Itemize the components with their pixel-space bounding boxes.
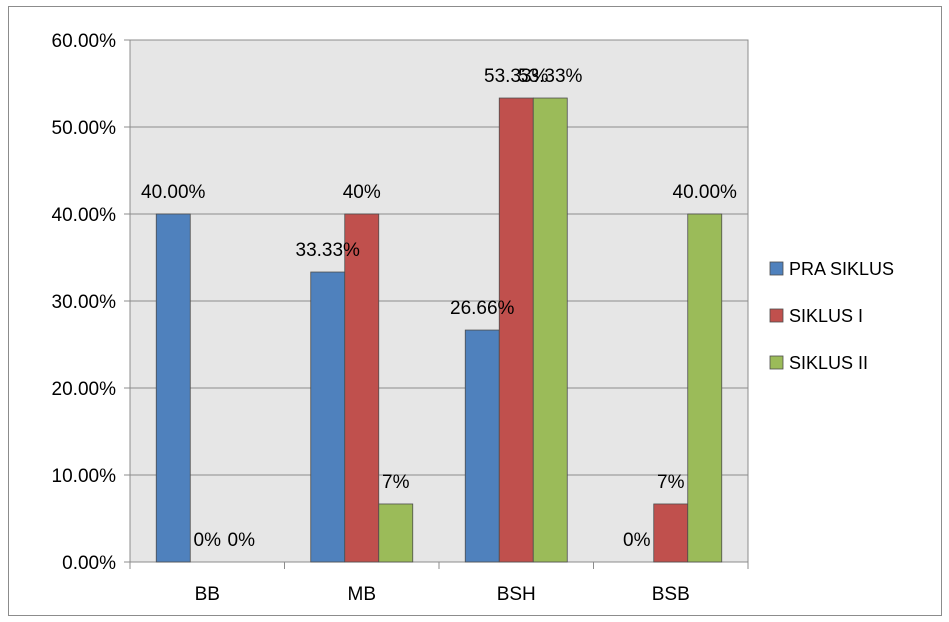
bar — [532, 97, 568, 563]
data-label: 40.00% — [673, 182, 738, 203]
bar — [155, 213, 191, 563]
bar — [464, 329, 500, 563]
data-label: 7% — [657, 472, 685, 493]
data-label: 7% — [382, 472, 410, 493]
data-label: 53.33% — [518, 66, 583, 87]
x-axis: BB MB BSH BSB — [129, 561, 749, 605]
y-tick-label: 0.00% — [62, 553, 116, 574]
bar — [378, 503, 414, 563]
y-axis: 0.00% 10.00% 20.00% 30.00% 40.00% 50.00% 60.00… — [52, 31, 131, 574]
data-label: 0% — [194, 530, 222, 551]
data-label: 26.66% — [450, 298, 515, 319]
bar — [498, 97, 534, 563]
legend-entry: SIKLUS II — [789, 353, 868, 373]
legend-swatch — [769, 308, 784, 323]
data-label: 40.00% — [141, 182, 206, 203]
data-label: 0% — [228, 530, 256, 551]
bar — [653, 503, 689, 563]
legend-swatch — [769, 355, 784, 370]
bar — [310, 271, 346, 563]
legend-swatch — [769, 261, 784, 276]
data-label: 40% — [343, 182, 381, 203]
x-category-label: BSB — [652, 584, 690, 605]
x-category-label: MB — [348, 584, 377, 605]
legend-entry: PRA SIKLUS — [789, 259, 894, 279]
legend: PRA SIKLUS SIKLUS I SIKLUS II — [769, 259, 894, 373]
bar — [344, 213, 380, 563]
x-category-label: BB — [195, 584, 220, 605]
data-label: 0% — [623, 530, 651, 551]
y-tick-label: 10.00% — [52, 466, 117, 487]
y-tick-label: 60.00% — [52, 31, 117, 52]
data-label: 53.33% — [484, 66, 549, 87]
bar — [687, 213, 723, 563]
data-labels: 40.00% 33.33% 26.66% 0% 0% 40% 53.33% 7% 0% 7% 53.… — [141, 66, 737, 551]
y-tick-label: 30.00% — [52, 292, 117, 313]
bars — [155, 97, 723, 563]
data-label: 33.33% — [296, 240, 361, 261]
grid-lines — [130, 39, 748, 476]
legend-entry: SIKLUS I — [789, 306, 863, 326]
y-tick-label: 50.00% — [52, 118, 117, 139]
y-tick-label: 40.00% — [52, 205, 117, 226]
y-tick-label: 20.00% — [52, 379, 117, 400]
x-category-label: BSH — [497, 584, 536, 605]
